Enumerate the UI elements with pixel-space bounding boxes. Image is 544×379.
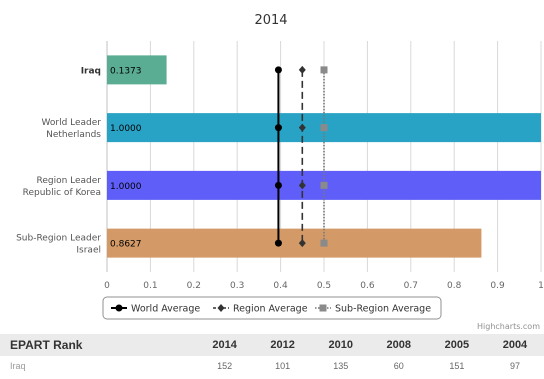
credits-link[interactable]: Highcharts.com xyxy=(477,322,540,331)
reference-marker[interactable] xyxy=(320,239,328,247)
reference-marker[interactable] xyxy=(298,123,306,132)
bar[interactable] xyxy=(107,55,167,85)
rank-year-header: 2012 xyxy=(253,334,312,356)
rank-year-header: 2014 xyxy=(195,334,254,356)
reference-marker[interactable] xyxy=(298,181,306,190)
rank-value: 135 xyxy=(333,361,349,371)
chart-title: 2014 xyxy=(254,13,287,28)
x-tick-label: 0.7 xyxy=(404,281,418,291)
reference-marker[interactable] xyxy=(274,181,282,189)
x-tick-label: 0.3 xyxy=(230,281,244,291)
rank-table: EPART Rank 2014 2012 2010 2008 2005 2004 Iraq… xyxy=(0,334,544,376)
x-tick-label: 0.4 xyxy=(273,281,288,291)
x-tick-label: 0.6 xyxy=(360,281,375,291)
reference-marker[interactable] xyxy=(274,124,282,132)
x-tick-label: 0 xyxy=(104,281,110,291)
reference-marker[interactable] xyxy=(320,124,328,132)
legend-marker-icon xyxy=(319,304,327,312)
category-labels: Iraq World Leader Netherlands Region Leader… xyxy=(16,66,101,255)
x-axis-tick-labels: 0 0.1 0.2 0.3 0.4 0.5 0.6 0.7 0.8 0.9 1 xyxy=(104,281,544,291)
x-tick-label: 0.9 xyxy=(490,281,505,291)
reference-marker[interactable] xyxy=(320,181,328,189)
legend-marker-icon xyxy=(217,304,225,312)
category-label: World Leader xyxy=(41,118,101,128)
category-label: Israel xyxy=(76,246,101,256)
reference-lines xyxy=(274,65,328,248)
bar-value-labels: 0.1373 1.0000 1.0000 0.8627 xyxy=(110,66,142,249)
reference-line xyxy=(274,66,282,247)
rank-value: 97 xyxy=(509,361,520,371)
rank-year-header: 2008 xyxy=(369,334,428,356)
rank-value: 152 xyxy=(217,361,233,371)
reference-marker[interactable] xyxy=(298,65,306,74)
bar-value-label: 1.0000 xyxy=(110,124,142,134)
category-label: Republic of Korea xyxy=(23,188,101,198)
bar-value-label: 0.8627 xyxy=(110,240,142,250)
category-label: Region Leader xyxy=(36,176,101,186)
rank-table-title: EPART Rank xyxy=(0,334,196,356)
rank-year-header: 2010 xyxy=(311,334,370,356)
x-tick-label: 1 xyxy=(538,281,544,291)
reference-marker[interactable] xyxy=(320,66,328,74)
x-tick-label: 0.8 xyxy=(447,281,462,291)
legend-box xyxy=(102,296,442,320)
rank-table-header-row: EPART Rank 2014 2012 2010 2008 2005 2004 xyxy=(0,334,544,356)
bar-value-label: 0.1373 xyxy=(110,66,142,76)
x-tick-label: 0.2 xyxy=(187,281,201,291)
x-tick-label: 0.5 xyxy=(317,281,331,291)
reference-line xyxy=(298,65,306,248)
legend-item[interactable]: World Average xyxy=(111,304,200,315)
x-tick-label: 0.1 xyxy=(143,281,157,291)
reference-marker[interactable] xyxy=(274,66,282,74)
category-label: Iraq xyxy=(81,66,101,76)
legend-label: Sub-Region Average xyxy=(335,304,431,315)
epart-chart: 2014 0.1373 1.0000 1.0000 0.8627 Iraq World … xyxy=(16,13,544,320)
reference-line xyxy=(320,66,328,247)
rank-row-label: Iraq xyxy=(10,361,26,371)
legend-item[interactable]: Sub-Region Average xyxy=(315,304,431,315)
reference-marker[interactable] xyxy=(298,239,306,248)
rank-value: 60 xyxy=(393,361,404,371)
category-label: Sub-Region Leader xyxy=(16,234,101,244)
legend-marker-icon xyxy=(115,304,123,312)
legend[interactable]: World Average Region Average Sub-Region Av… xyxy=(102,296,442,320)
reference-marker[interactable] xyxy=(274,239,282,247)
rank-value: 151 xyxy=(449,361,465,371)
legend-item[interactable]: Region Average xyxy=(213,304,308,315)
bar-value-label: 1.0000 xyxy=(110,182,142,192)
rank-year-header: 2004 xyxy=(485,334,544,356)
category-label: Netherlands xyxy=(46,130,101,140)
rank-value: 101 xyxy=(275,361,291,371)
rank-year-header: 2005 xyxy=(427,334,486,356)
legend-label: World Average xyxy=(131,304,200,315)
table-row: Iraq 152 101 135 60 151 97 xyxy=(0,356,544,376)
legend-label: Region Average xyxy=(233,304,308,315)
bar[interactable] xyxy=(107,228,482,258)
